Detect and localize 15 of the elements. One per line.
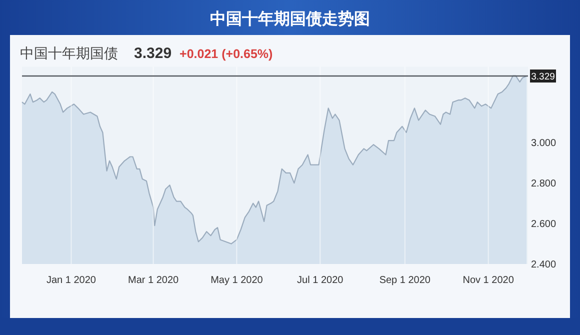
x-tick-label: Jul 1 2020 bbox=[297, 275, 344, 286]
y-tick-label: 3.000 bbox=[531, 138, 556, 150]
y-tick-label: 2.800 bbox=[531, 178, 556, 190]
x-tick-label: Nov 1 2020 bbox=[462, 275, 514, 286]
text: 3.329 bbox=[134, 45, 172, 62]
y-tick-label: 2.600 bbox=[531, 219, 556, 230]
x-tick-label: Mar 1 2020 bbox=[128, 275, 180, 286]
chart-title: 中国十年期国债走势图 bbox=[210, 10, 370, 28]
y-tick-label: 2.400 bbox=[531, 260, 556, 270]
text: +0.021 (+0.65%) bbox=[180, 47, 273, 61]
x-tick-label: Jan 1 2020 bbox=[46, 275, 96, 286]
x-tick-label: Sep 1 2020 bbox=[379, 275, 431, 286]
x-tick-label: May 1 2020 bbox=[210, 275, 264, 286]
ref-line-label: 3.329 bbox=[531, 72, 555, 83]
chart-subtitle: 中国十年期国债 bbox=[20, 45, 118, 61]
